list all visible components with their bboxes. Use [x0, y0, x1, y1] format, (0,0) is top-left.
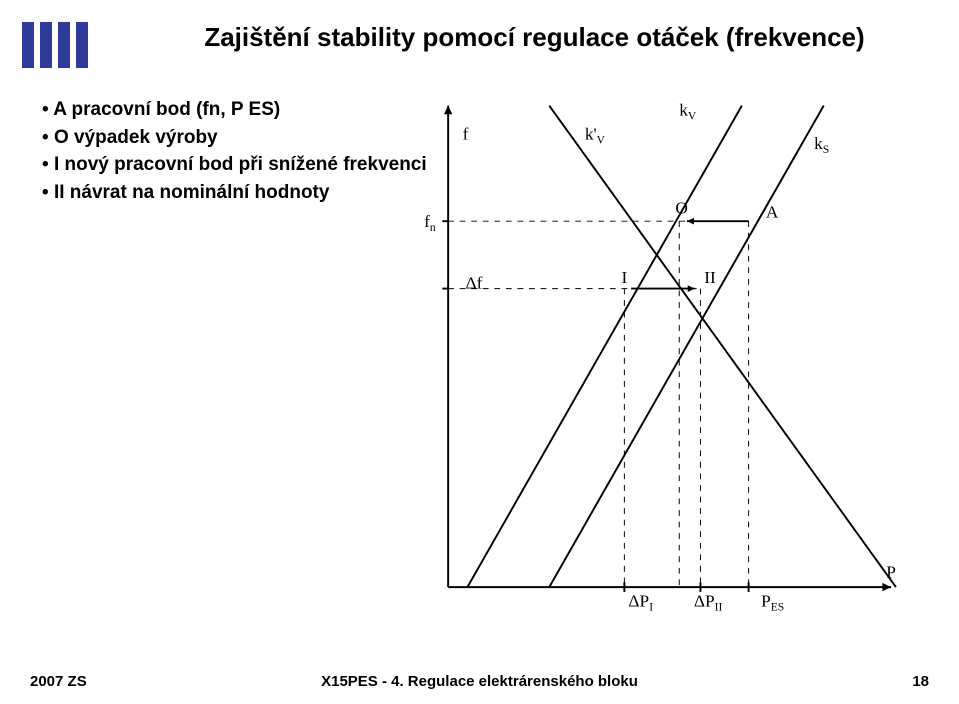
svg-text:Δf: Δf: [465, 274, 482, 293]
svg-text:ΔPI: ΔPI: [628, 591, 653, 613]
logo-bar: [40, 22, 52, 68]
bullet-item: O výpadek výroby: [42, 124, 427, 152]
svg-text:A: A: [766, 202, 779, 221]
svg-text:II: II: [704, 268, 716, 287]
svg-text:O: O: [675, 198, 688, 217]
page-title: Zajištění stability pomocí regulace otáč…: [150, 22, 919, 53]
footer-center: X15PES - 4. Regulace elektrárenského blo…: [0, 673, 959, 690]
bullet-item: II návrat na nominální hodnoty: [42, 179, 427, 207]
bullet-item: A pracovní bod (fn, P ES): [42, 96, 427, 124]
frequency-diagram: ffnΔfkVkSk'VOAIIIΔPIΔPIIPESP: [400, 96, 920, 616]
logo-bar: [76, 22, 88, 68]
logo-bar: [58, 22, 70, 68]
svg-text:fn: fn: [424, 212, 436, 234]
svg-text:f: f: [463, 124, 469, 143]
svg-text:P: P: [886, 562, 896, 581]
svg-text:k'V: k'V: [585, 124, 606, 146]
bullet-item: I nový pracovní bod při snížené frekvenc…: [42, 151, 427, 179]
svg-text:kV: kV: [679, 100, 697, 122]
svg-text:kS: kS: [814, 134, 829, 156]
svg-text:PES: PES: [761, 591, 784, 613]
footer-right: 18: [912, 673, 929, 690]
svg-text:I: I: [621, 268, 627, 287]
bullet-list: A pracovní bod (fn, P ES) O výpadek výro…: [42, 96, 427, 206]
svg-text:ΔPII: ΔPII: [694, 591, 723, 613]
logo-bar: [22, 22, 34, 68]
logo: [22, 22, 88, 68]
